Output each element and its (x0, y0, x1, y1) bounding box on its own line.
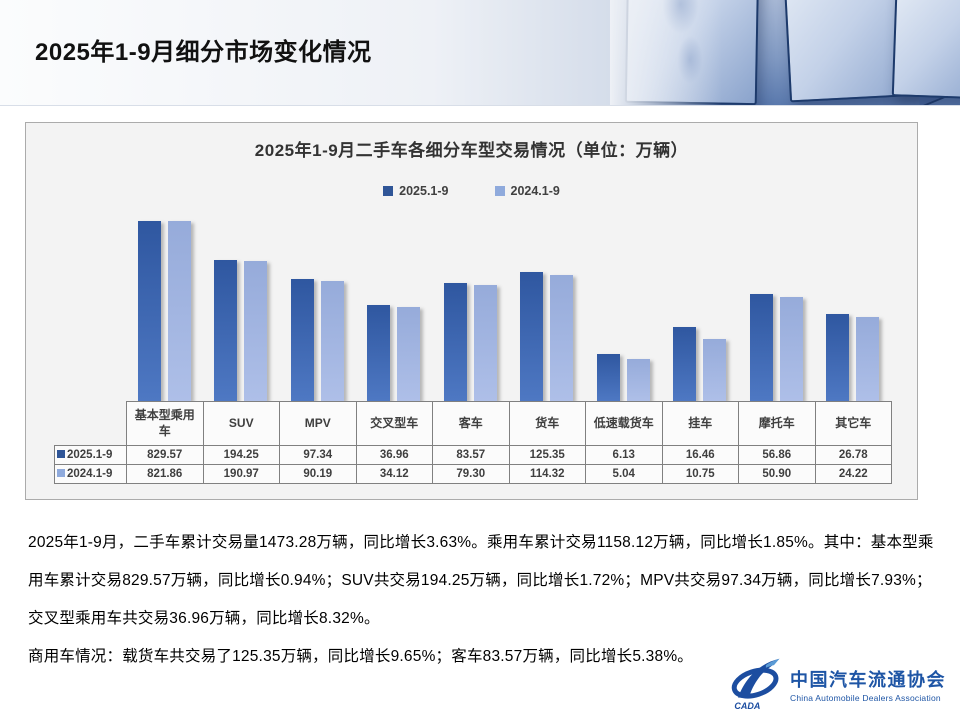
chart-title: 2025年1-9月二手车各细分车型交易情况（单位：万辆） (254, 141, 689, 160)
legend-label-2025: 2025.1-9 (399, 184, 449, 198)
table-header-cell: 低速载货车 (585, 401, 663, 446)
table-cell: 79.30 (432, 464, 510, 484)
table-cell: 5.04 (585, 464, 663, 484)
page-title: 2025年1-9月细分市场变化情况 (35, 39, 372, 66)
data-table: 基本型乘用车 SUV MPV 交叉型车 客车 货车 低速载货车 挂车 摩托车 其它车 2025.1-… (54, 401, 892, 484)
bar-chart (126, 123, 891, 401)
table-cell: 821.86 (126, 464, 204, 484)
bar-group-7 (585, 123, 662, 401)
table-header-row: 基本型乘用车 SUV MPV 交叉型车 客车 货车 低速载货车 挂车 摩托车 其它车 (55, 401, 892, 446)
summary-paragraph-passenger: 2025年1-9月，二手车累计交易量1473.28万辆，同比增长3.63%。乘用… (28, 534, 934, 627)
cube-graphic (624, 0, 760, 105)
table-cell: 114.32 (508, 464, 586, 484)
bar-group-5 (432, 123, 509, 401)
legend-swatch-2025 (383, 186, 394, 196)
table-cell: 6.13 (585, 445, 663, 465)
table-cell: 194.25 (202, 445, 280, 465)
table-cell: 26.78 (814, 445, 892, 465)
bar-2024.1-9 (320, 281, 344, 401)
header-decoration-cubes (610, 0, 960, 105)
row-swatch (57, 449, 65, 458)
bar-group-3 (279, 123, 356, 401)
bar-2024.1-9 (167, 221, 191, 401)
table-cell: 97.34 (279, 445, 357, 465)
table-cell: 829.57 (126, 445, 204, 465)
table-cell: 190.97 (202, 464, 280, 484)
bar-2025.1-9 (596, 353, 620, 401)
cada-abbr-text: CADA (734, 701, 760, 711)
table-header-cell: 摩托车 (738, 401, 816, 446)
bar-2024.1-9 (703, 338, 727, 401)
table-cell: 83.57 (432, 445, 510, 465)
table-cell: 90.19 (279, 464, 357, 484)
table-header-cell: 客车 (432, 401, 510, 446)
table-cell: 16.46 (661, 445, 739, 465)
legend-item-2024: 2024.1-9 (494, 184, 560, 198)
bar-2024.1-9 (397, 307, 421, 401)
bar-group-8 (662, 123, 739, 401)
bar-group-2 (203, 123, 280, 401)
table-cell: 125.35 (508, 445, 586, 465)
logo-name-en: China Automobile Dealers Association (790, 692, 941, 703)
table-header-cell: SUV (202, 401, 280, 446)
bar-2025.1-9 (367, 305, 391, 401)
logo-name-cn: 中国汽车流通协会 (790, 669, 946, 690)
logo-text: 中国汽车流通协会 China Automobile Dealers Associ… (790, 666, 946, 703)
bar-2024.1-9 (856, 316, 880, 401)
bar-2025.1-9 (673, 327, 697, 401)
table-cell: 50.90 (738, 464, 816, 484)
bar-2025.1-9 (214, 260, 238, 401)
table-row: 2024.1-9 821.86 190.97 90.19 34.12 79.30 114.3… (54, 464, 892, 484)
cube-graphic (891, 0, 960, 100)
bar-group-1 (126, 123, 203, 401)
cube-graphic-side (912, 0, 948, 105)
legend-label-2024: 2024.1-9 (510, 184, 560, 198)
bar-2024.1-9 (244, 260, 268, 401)
table-header-cell: 基本型乘用车 (126, 401, 204, 446)
bar-group-10 (815, 123, 892, 401)
table-header-cell: 交叉型车 (355, 401, 433, 446)
table-cell: 36.96 (355, 445, 433, 465)
row-swatch (57, 468, 65, 477)
table-header-cell: 挂车 (661, 401, 739, 446)
table-row-label: 2024.1-9 (54, 464, 127, 484)
bar-2024.1-9 (550, 274, 574, 401)
table-header-cell: 货车 (508, 401, 586, 446)
header: 2025年1-9月细分市场变化情况 (0, 0, 960, 106)
chart-panel: 2025年1-9月二手车各细分车型交易情况（单位：万辆） 2025.1-9 20… (25, 122, 918, 500)
summary-text: 2025年1-9月，二手车累计交易量1473.28万辆，同比增长3.63%。乘用… (28, 524, 935, 676)
bar-2025.1-9 (443, 283, 467, 401)
bar-2025.1-9 (749, 293, 773, 401)
table-header-cell: 其它车 (814, 401, 892, 446)
bar-group-9 (738, 123, 815, 401)
table-cell: 24.22 (814, 464, 892, 484)
bar-2024.1-9 (779, 296, 803, 401)
cada-logo-icon: CADA (731, 658, 780, 711)
bar-group-6 (509, 123, 586, 401)
chart-legend: 2025.1-9 2024.1-9 (26, 184, 917, 198)
table-corner (55, 402, 127, 446)
bar-group-4 (356, 123, 433, 401)
bar-2024.1-9 (626, 359, 650, 401)
bar-2025.1-9 (826, 313, 850, 401)
table-header-cell: MPV (279, 401, 357, 446)
table-row: 2025.1-9 829.57 194.25 97.34 36.96 83.57 125.3… (54, 445, 892, 465)
table-cell: 10.75 (661, 464, 739, 484)
bar-2025.1-9 (520, 272, 544, 401)
bar-2025.1-9 (290, 279, 314, 401)
logo: CADA 中国汽车流通协会 China Automobile Dealers A… (729, 656, 946, 712)
table-cell: 56.86 (738, 445, 816, 465)
summary-paragraph-commercial: 商用车情况：载货车共交易了125.35万辆，同比增长9.65%；客车83.57万… (28, 648, 693, 665)
bar-2025.1-9 (137, 221, 161, 401)
legend-item-2025: 2025.1-9 (383, 184, 449, 198)
table-cell: 34.12 (355, 464, 433, 484)
cube-graphic (782, 0, 926, 103)
legend-swatch-2024 (494, 186, 505, 196)
bar-2024.1-9 (473, 284, 497, 401)
table-row-label: 2025.1-9 (54, 445, 127, 465)
